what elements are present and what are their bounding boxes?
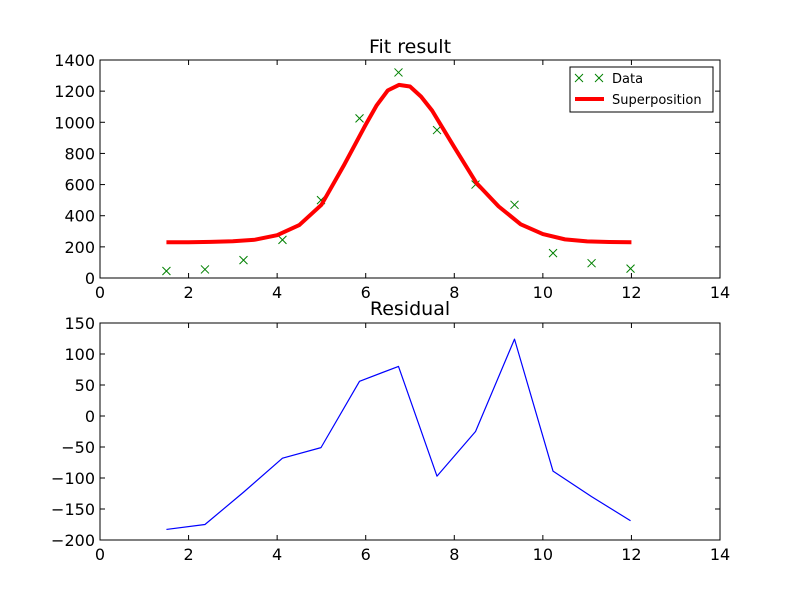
residual-axes: 0 2 4 6 8 10 12 14 150 100 50 0 −50 −100 −150 −200 <box>51 314 730 564</box>
fit-result-title: Fit result <box>369 36 451 58</box>
residual-plot-frame <box>99 322 721 541</box>
residual-x-tick-label: 10 <box>533 545 553 564</box>
data-point <box>239 255 248 265</box>
fit-y-tick-label: 0 <box>85 269 95 288</box>
data-point <box>200 265 210 274</box>
residual-y-tick-label: −50 <box>61 438 95 457</box>
fit-x-tick-label: 12 <box>621 283 641 302</box>
residual-panel: 0 2 4 6 8 10 12 14 150 100 50 0 −50 −100 −150 −200 Resi… <box>51 298 730 564</box>
fit-x-tick-label: 6 <box>361 283 371 302</box>
residual-x-tick-label: 14 <box>710 545 730 564</box>
fit-x-tick-label: 14 <box>710 283 730 302</box>
residual-x-tick-label: 8 <box>449 545 459 564</box>
residual-x-tick-label: 4 <box>272 545 282 564</box>
residual-y-tick-label: 0 <box>85 407 95 426</box>
data-point <box>278 235 287 245</box>
fit-x-tick-label: 4 <box>272 283 282 302</box>
residual-x-tick-label: 12 <box>621 545 641 564</box>
residual-y-tick-label: −200 <box>51 531 95 550</box>
data-point <box>587 258 596 268</box>
legend-marker-data <box>574 73 604 83</box>
residual-y-tick-label: 100 <box>64 345 95 364</box>
residual-y-tick-label: 50 <box>75 376 95 395</box>
legend: Data Superposition <box>569 66 714 113</box>
residual-title: Residual <box>370 298 450 320</box>
legend-label-data: Data <box>612 72 643 87</box>
residual-line <box>166 338 631 531</box>
residual-y-tick-label: 150 <box>64 314 95 333</box>
fit-result-panel: Fit result 0 2 4 6 8 10 12 14 0 200 400 600 800 1000 1… <box>54 36 730 302</box>
fit-y-tick-label: 1400 <box>54 51 95 70</box>
fit-y-tick-label: 1000 <box>54 113 95 132</box>
fit-y-tick-label: 200 <box>64 238 95 257</box>
data-point <box>162 266 171 276</box>
residual-y-tick-label: −100 <box>51 469 95 488</box>
legend-label-superposition: Superposition <box>612 93 702 108</box>
residual-y-tick-label: −150 <box>51 500 95 519</box>
superposition-line <box>166 82 632 245</box>
residual-x-tick-label: 6 <box>361 545 371 564</box>
fit-y-tick-label: 800 <box>64 144 95 163</box>
data-point <box>432 125 442 135</box>
fit-x-tick-label: 0 <box>95 283 105 302</box>
data-point <box>355 114 364 123</box>
fit-x-tick-label: 2 <box>183 283 193 302</box>
data-point <box>394 68 403 77</box>
fit-y-tick-label: 1200 <box>54 82 95 101</box>
fit-result-series <box>162 68 635 276</box>
fit-result-axes: 0 2 4 6 8 10 12 14 0 200 400 600 800 1000 1200 1400 <box>54 51 730 302</box>
fit-y-tick-label: 400 <box>64 207 95 226</box>
residual-x-tick-label: 2 <box>183 545 193 564</box>
residual-series <box>166 338 631 531</box>
fit-x-tick-label: 10 <box>533 283 553 302</box>
data-point <box>626 264 635 274</box>
legend-box <box>569 66 714 113</box>
fit-x-tick-label: 8 <box>449 283 459 302</box>
fit-y-tick-label: 600 <box>64 176 95 195</box>
residual-x-tick-label: 0 <box>95 545 105 564</box>
data-point <box>548 248 558 258</box>
data-point <box>510 200 519 210</box>
